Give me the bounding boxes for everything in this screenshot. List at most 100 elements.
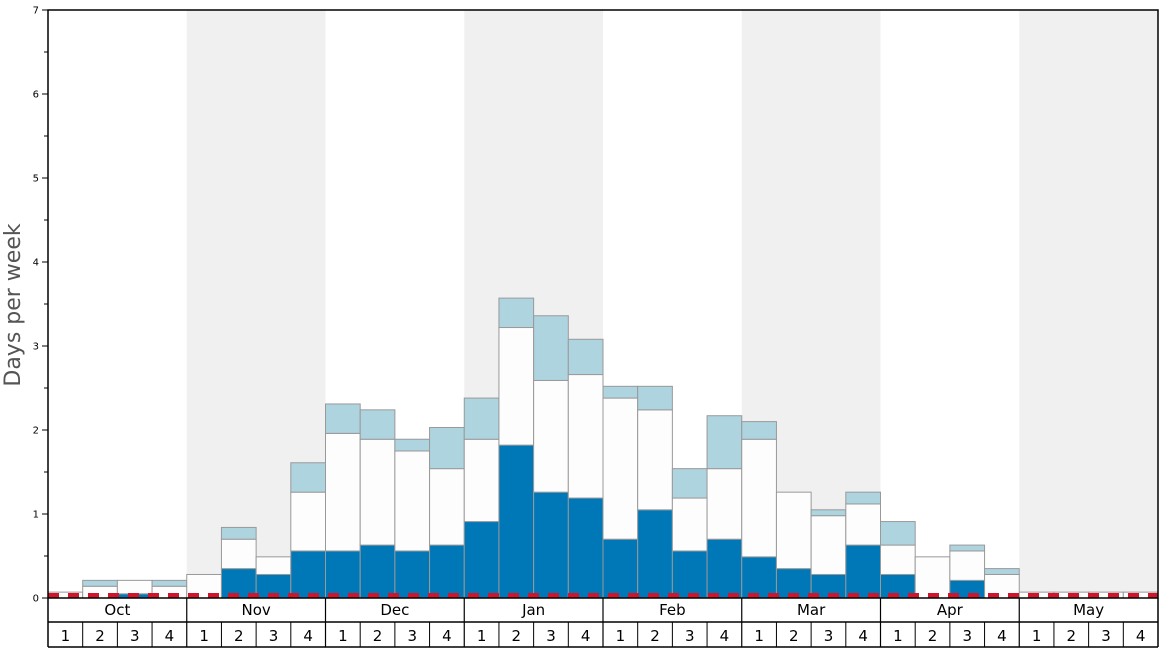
week-label: 1 bbox=[61, 627, 71, 645]
bar-segment-light bbox=[741, 421, 777, 440]
bar-segment-dark bbox=[706, 538, 743, 599]
bar-segment-dark bbox=[671, 550, 708, 599]
week-label: 4 bbox=[581, 627, 591, 645]
bar-segment-light bbox=[949, 544, 986, 552]
bar-segment-white bbox=[116, 579, 153, 595]
week-label: 3 bbox=[407, 627, 417, 645]
week-label: 3 bbox=[130, 627, 140, 645]
y-tick-label: 1 bbox=[33, 510, 39, 521]
week-label: 2 bbox=[234, 627, 244, 645]
bar-segment-light bbox=[880, 521, 916, 546]
bar-segment-white bbox=[290, 491, 326, 552]
bar-segment-white bbox=[671, 497, 708, 552]
y-tick-label: 5 bbox=[33, 174, 39, 185]
week-label: 2 bbox=[928, 627, 938, 645]
week-label: 3 bbox=[269, 627, 279, 645]
y-tick-label: 0 bbox=[33, 594, 39, 605]
bar-segment-white bbox=[429, 468, 465, 546]
bar-segment-white bbox=[498, 327, 535, 446]
month-label: Jan bbox=[521, 601, 545, 619]
bar-segment-light bbox=[290, 462, 326, 493]
bar-segment-white bbox=[880, 544, 916, 575]
bar-segment-light bbox=[325, 403, 361, 434]
y-tick-label: 7 bbox=[33, 6, 39, 17]
bar-segment-light bbox=[671, 468, 708, 499]
bar-segment-light bbox=[463, 397, 500, 440]
bar-segment-light bbox=[706, 415, 743, 470]
bar-segment-light bbox=[359, 409, 396, 440]
week-label: 4 bbox=[858, 627, 868, 645]
month-label: Mar bbox=[797, 601, 826, 619]
bar-segment-white bbox=[463, 438, 500, 523]
week-label: 1 bbox=[893, 627, 903, 645]
bar-segment-dark bbox=[602, 538, 639, 599]
bar-segment-light bbox=[567, 338, 604, 376]
bar-segment-white bbox=[637, 409, 673, 511]
bar-segment-white bbox=[359, 438, 396, 546]
week-label: 2 bbox=[373, 627, 383, 645]
bar-segment-white bbox=[325, 432, 361, 552]
week-label: 2 bbox=[650, 627, 660, 645]
week-label: 1 bbox=[199, 627, 209, 645]
bar-segment-dark bbox=[463, 521, 500, 599]
bar-segment-white bbox=[914, 556, 951, 599]
week-label: 3 bbox=[824, 627, 834, 645]
week-label: 1 bbox=[754, 627, 764, 645]
y-axis-label: Days per week bbox=[1, 223, 26, 386]
bar-segment-white bbox=[394, 450, 431, 552]
bar-segment-light bbox=[984, 568, 1020, 575]
bar-segment-white bbox=[706, 468, 743, 540]
bar-segment-light bbox=[498, 297, 535, 329]
bar-segment-light bbox=[82, 579, 118, 587]
month-label: Oct bbox=[104, 601, 130, 619]
bar-segment-white bbox=[810, 515, 847, 575]
week-label: 2 bbox=[95, 627, 105, 645]
month-label: Dec bbox=[380, 601, 409, 619]
bar-segment-light bbox=[429, 426, 465, 470]
month-label: Apr bbox=[937, 601, 964, 619]
bar-segment-dark bbox=[359, 544, 396, 599]
bar-segment-dark bbox=[845, 544, 881, 599]
bar-segment-white bbox=[602, 397, 639, 540]
bar-segment-dark bbox=[429, 544, 465, 599]
week-label: 1 bbox=[338, 627, 348, 645]
bar-segment-light bbox=[602, 385, 639, 399]
month-label: Nov bbox=[241, 601, 270, 619]
bar-segment-white bbox=[220, 538, 257, 570]
week-label: 1 bbox=[1032, 627, 1042, 645]
week-label: 3 bbox=[962, 627, 972, 645]
bar-segment-white bbox=[255, 556, 292, 575]
bar-segment-dark bbox=[498, 444, 535, 599]
week-label: 1 bbox=[616, 627, 626, 645]
y-tick-label: 4 bbox=[33, 258, 39, 269]
bar-segment-light bbox=[810, 509, 847, 517]
bar-segment-white bbox=[741, 438, 777, 558]
bar-segment-light bbox=[220, 526, 257, 540]
y-tick-label: 2 bbox=[33, 426, 39, 437]
week-label: 4 bbox=[442, 627, 452, 645]
bar-segment-dark bbox=[567, 497, 604, 599]
week-label: 3 bbox=[1101, 627, 1111, 645]
week-label: 2 bbox=[512, 627, 522, 645]
week-label: 3 bbox=[546, 627, 556, 645]
month-band bbox=[1019, 10, 1158, 598]
bar-segment-white bbox=[775, 491, 812, 570]
week-label: 3 bbox=[685, 627, 695, 645]
week-label: 4 bbox=[165, 627, 175, 645]
bar-segment-dark bbox=[290, 550, 326, 599]
bar-segment-dark bbox=[533, 491, 569, 599]
week-label: 4 bbox=[720, 627, 730, 645]
bar-segment-dark bbox=[637, 509, 673, 599]
week-label: 4 bbox=[303, 627, 313, 645]
week-label: 2 bbox=[789, 627, 799, 645]
bar-segment-light bbox=[151, 579, 188, 587]
bar-segment-dark bbox=[741, 556, 777, 599]
bar-segment-white bbox=[949, 550, 986, 581]
week-label: 4 bbox=[1136, 627, 1146, 645]
month-label: Feb bbox=[659, 601, 686, 619]
bar-segment-light bbox=[845, 491, 881, 505]
week-label: 2 bbox=[1067, 627, 1077, 645]
week-label: 1 bbox=[477, 627, 487, 645]
bar-segment-dark bbox=[325, 550, 361, 599]
